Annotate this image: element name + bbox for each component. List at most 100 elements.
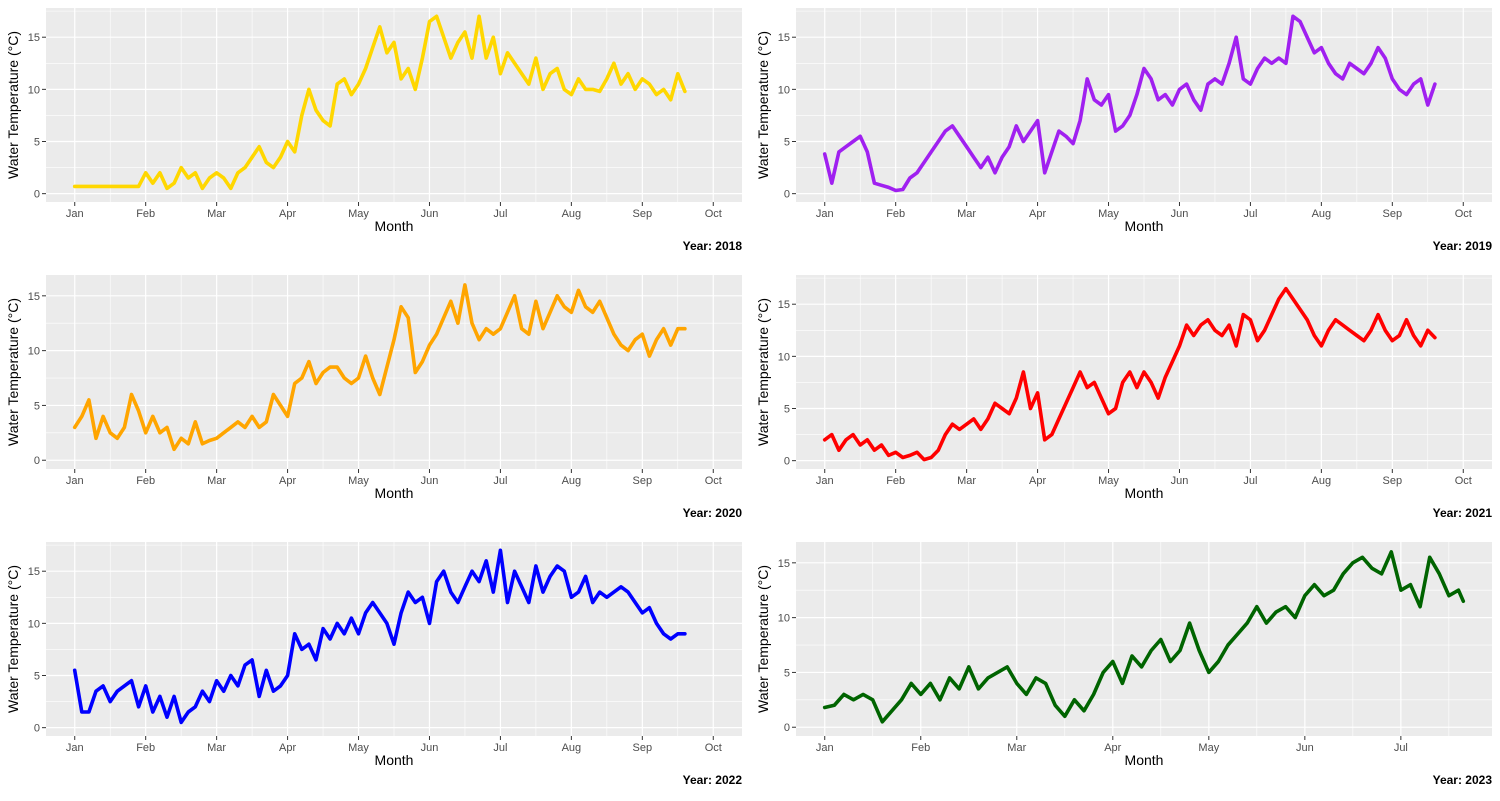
x-tick-label: Jun: [421, 475, 439, 487]
x-tick-label: Jul: [493, 742, 507, 754]
x-tick-label: Mar: [207, 475, 226, 487]
x-tick-label: Feb: [886, 475, 905, 487]
x-tick-label: Apr: [279, 208, 296, 220]
x-tick-label: Mar: [957, 475, 976, 487]
x-tick-label: Jul: [1243, 208, 1257, 220]
chart-svg: Jan Feb Mar Apr May Jun Jul Aug Sep Oct 0 5 10 15 Mont…: [5, 542, 743, 787]
y-tick-label: 5: [34, 400, 40, 412]
x-tick-label: Jan: [66, 475, 84, 487]
y-axis-title: Water Temperature (°C): [5, 565, 21, 713]
x-tick-label: Sep: [1383, 475, 1403, 487]
y-tick-label: 10: [778, 351, 790, 363]
x-tick-label: May: [1198, 742, 1219, 754]
y-tick-label: 15: [778, 558, 790, 570]
x-tick-label: Apr: [1029, 475, 1046, 487]
x-tick-label: Jan: [66, 742, 84, 754]
y-axis-title: Water Temperature (°C): [5, 31, 21, 179]
chart-svg: Jan Feb Mar Apr May Jun Jul Aug Sep Oct 0 5 10 15 Mont…: [755, 8, 1493, 253]
y-tick-label: 5: [34, 671, 40, 683]
chart-panel-4: Jan Feb Mar Apr May Jun Jul Aug Sep Oct 0 5 10 15 Mont…: [0, 534, 750, 801]
x-tick-label: Mar: [957, 208, 976, 220]
y-tick-label: 5: [784, 667, 790, 679]
x-axis-title: Month: [1125, 218, 1164, 234]
x-tick-label: Oct: [705, 208, 722, 220]
x-tick-label: Oct: [705, 475, 722, 487]
y-axis-title: Water Temperature (°C): [5, 298, 21, 446]
x-tick-label: May: [1098, 208, 1119, 220]
x-tick-label: Apr: [279, 475, 296, 487]
chart-panel-0: Jan Feb Mar Apr May Jun Jul Aug Sep Oct 0 5 10 15 Mont…: [0, 0, 750, 267]
x-tick-label: Mar: [1007, 742, 1026, 754]
x-axis-title: Month: [1125, 485, 1164, 501]
x-tick-label: Jul: [1243, 475, 1257, 487]
x-tick-label: Mar: [207, 208, 226, 220]
chart-caption: Year: 2018: [683, 239, 743, 253]
series-line: [72, 283, 687, 452]
y-tick-label: 0: [34, 723, 40, 735]
x-tick-label: Sep: [633, 208, 653, 220]
x-tick-label: May: [348, 742, 369, 754]
x-tick-label: Feb: [136, 475, 155, 487]
x-tick-label: Jul: [1394, 742, 1408, 754]
x-tick-label: Aug: [1312, 475, 1332, 487]
y-axis-title: Water Temperature (°C): [755, 31, 771, 179]
series-line: [822, 14, 1437, 193]
y-tick-label: 15: [28, 291, 40, 303]
chart-panel-5: Jan Feb Mar Apr May Jun Jul 0 5 10 15 Month Water Te…: [750, 534, 1500, 801]
chart-caption: Year: 2023: [1433, 773, 1493, 787]
x-tick-label: Jan: [816, 475, 834, 487]
chart-svg: Jan Feb Mar Apr May Jun Jul Aug Sep Oct 0 5 10 15 Mont…: [5, 275, 743, 520]
y-tick-label: 10: [28, 84, 40, 96]
x-tick-label: Aug: [1312, 208, 1332, 220]
y-tick-label: 15: [28, 566, 40, 578]
y-tick-label: 0: [784, 456, 790, 468]
y-tick-label: 0: [34, 189, 40, 201]
x-tick-label: Aug: [562, 742, 582, 754]
x-axis-title: Month: [375, 485, 414, 501]
x-axis-title: Month: [375, 218, 414, 234]
chart-caption: Year: 2019: [1433, 239, 1493, 253]
x-tick-label: Mar: [207, 742, 226, 754]
y-tick-label: 15: [778, 299, 790, 311]
y-tick-label: 5: [784, 404, 790, 416]
y-tick-label: 10: [28, 618, 40, 630]
chart-svg: Jan Feb Mar Apr May Jun Jul Aug Sep Oct 0 5 10 15 Mont…: [755, 275, 1492, 520]
y-tick-label: 15: [778, 32, 790, 44]
chart-panel-2: Jan Feb Mar Apr May Jun Jul Aug Sep Oct 0 5 10 15 Mont…: [0, 267, 750, 534]
x-tick-label: Sep: [633, 475, 653, 487]
x-tick-label: Jun: [421, 742, 439, 754]
x-tick-label: May: [1098, 475, 1119, 487]
x-tick-label: Feb: [886, 208, 905, 220]
plot-background: [796, 542, 1492, 736]
y-tick-label: 10: [778, 84, 790, 96]
y-axis-title: Water Temperature (°C): [755, 298, 771, 446]
x-tick-label: Jun: [1296, 742, 1314, 754]
series-line: [72, 548, 687, 725]
y-tick-label: 0: [784, 189, 790, 201]
chart-panel-3: Jan Feb Mar Apr May Jun Jul Aug Sep Oct 0 5 10 15 Mont…: [750, 267, 1500, 534]
y-tick-label: 10: [28, 346, 40, 358]
y-tick-label: 15: [28, 32, 40, 44]
x-tick-label: Jul: [493, 208, 507, 220]
chart-caption: Year: 2022: [683, 773, 743, 787]
series-line: [822, 550, 1466, 724]
x-tick-label: Jan: [66, 208, 84, 220]
chart-caption: Year: 2020: [683, 506, 743, 520]
x-tick-label: Jun: [1171, 208, 1189, 220]
x-tick-label: Feb: [911, 742, 930, 754]
x-tick-label: May: [348, 475, 369, 487]
x-tick-label: Jul: [493, 475, 507, 487]
x-tick-label: Oct: [1455, 208, 1472, 220]
y-axis-title: Water Temperature (°C): [755, 565, 771, 713]
x-tick-label: Jan: [816, 742, 834, 754]
x-tick-label: Apr: [279, 742, 296, 754]
x-tick-label: Apr: [1104, 742, 1121, 754]
x-tick-label: Aug: [562, 475, 582, 487]
x-tick-label: Feb: [136, 742, 155, 754]
y-tick-label: 5: [784, 137, 790, 149]
x-tick-label: Oct: [1455, 475, 1472, 487]
x-tick-label: May: [348, 208, 369, 220]
series-line: [822, 286, 1437, 462]
x-axis-title: Month: [1125, 752, 1164, 768]
